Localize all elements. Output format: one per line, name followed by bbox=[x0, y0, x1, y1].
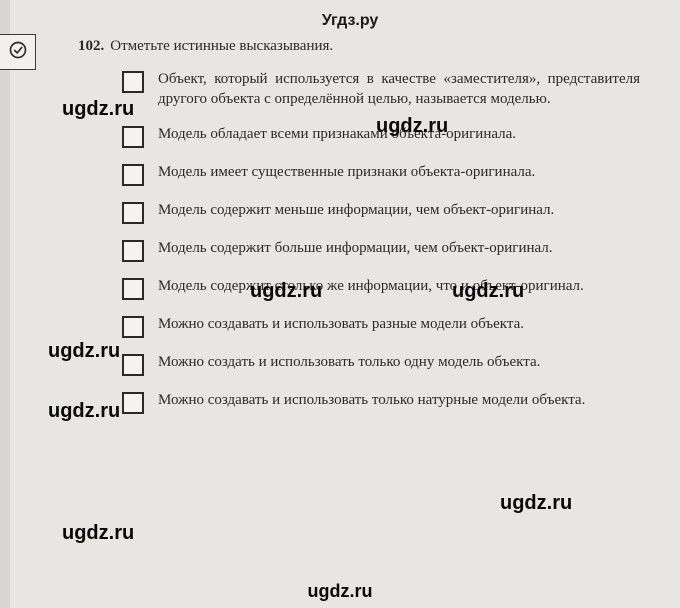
statement-text: Можно создавать и использовать только на… bbox=[158, 390, 640, 410]
statement-text: Модель содержит больше информации, чем о… bbox=[158, 238, 640, 258]
statement-checkbox[interactable] bbox=[122, 71, 144, 93]
statement-item: Модель содержит столько же информации, ч… bbox=[122, 276, 640, 300]
footer-watermark: ugdz.ru bbox=[0, 581, 680, 602]
statement-item: Модель имеет существенные признаки объек… bbox=[122, 162, 640, 186]
page-container: Угдз.ру 102. Отметьте истинные высказыва… bbox=[0, 0, 680, 608]
statement-checkbox[interactable] bbox=[122, 278, 144, 300]
statement-text: Объект, который используется в качестве … bbox=[158, 69, 640, 110]
task-header: 102. Отметьте истинные высказывания. bbox=[78, 38, 640, 55]
statement-item: Можно создавать и использовать разные мо… bbox=[122, 314, 640, 338]
statement-text: Модель обладает всеми признаками объекта… bbox=[158, 124, 640, 144]
statements-list: Объект, который используется в качестве … bbox=[122, 69, 640, 414]
statement-text: Модель содержит меньше информации, чем о… bbox=[158, 200, 640, 220]
statement-item: Модель обладает всеми признаками объекта… bbox=[122, 124, 640, 148]
statement-item: Можно создавать и использовать только на… bbox=[122, 390, 640, 414]
statement-checkbox[interactable] bbox=[122, 164, 144, 186]
statement-checkbox[interactable] bbox=[122, 202, 144, 224]
task-prompt: Отметьте истинные высказывания. bbox=[110, 38, 333, 55]
statement-text: Можно создать и использовать только одну… bbox=[158, 352, 640, 372]
statement-checkbox[interactable] bbox=[122, 126, 144, 148]
statement-item: Модель содержит больше информации, чем о… bbox=[122, 238, 640, 262]
task-number: 102. bbox=[78, 38, 104, 55]
statement-item: Модель содержит меньше информации, чем о… bbox=[122, 200, 640, 224]
checkmark-circle-icon bbox=[8, 40, 28, 65]
task-type-marker bbox=[0, 34, 36, 70]
statement-checkbox[interactable] bbox=[122, 392, 144, 414]
statement-item: Можно создать и использовать только одну… bbox=[122, 352, 640, 376]
statement-item: Объект, который используется в качестве … bbox=[122, 69, 640, 110]
statement-text: Можно создавать и использовать разные мо… bbox=[158, 314, 640, 334]
statement-text: Модель имеет существенные признаки объек… bbox=[158, 162, 640, 182]
statement-checkbox[interactable] bbox=[122, 354, 144, 376]
statement-checkbox[interactable] bbox=[122, 240, 144, 262]
site-header: Угдз.ру bbox=[60, 12, 640, 30]
statement-text: Модель содержит столько же информации, ч… bbox=[158, 276, 640, 296]
statement-checkbox[interactable] bbox=[122, 316, 144, 338]
